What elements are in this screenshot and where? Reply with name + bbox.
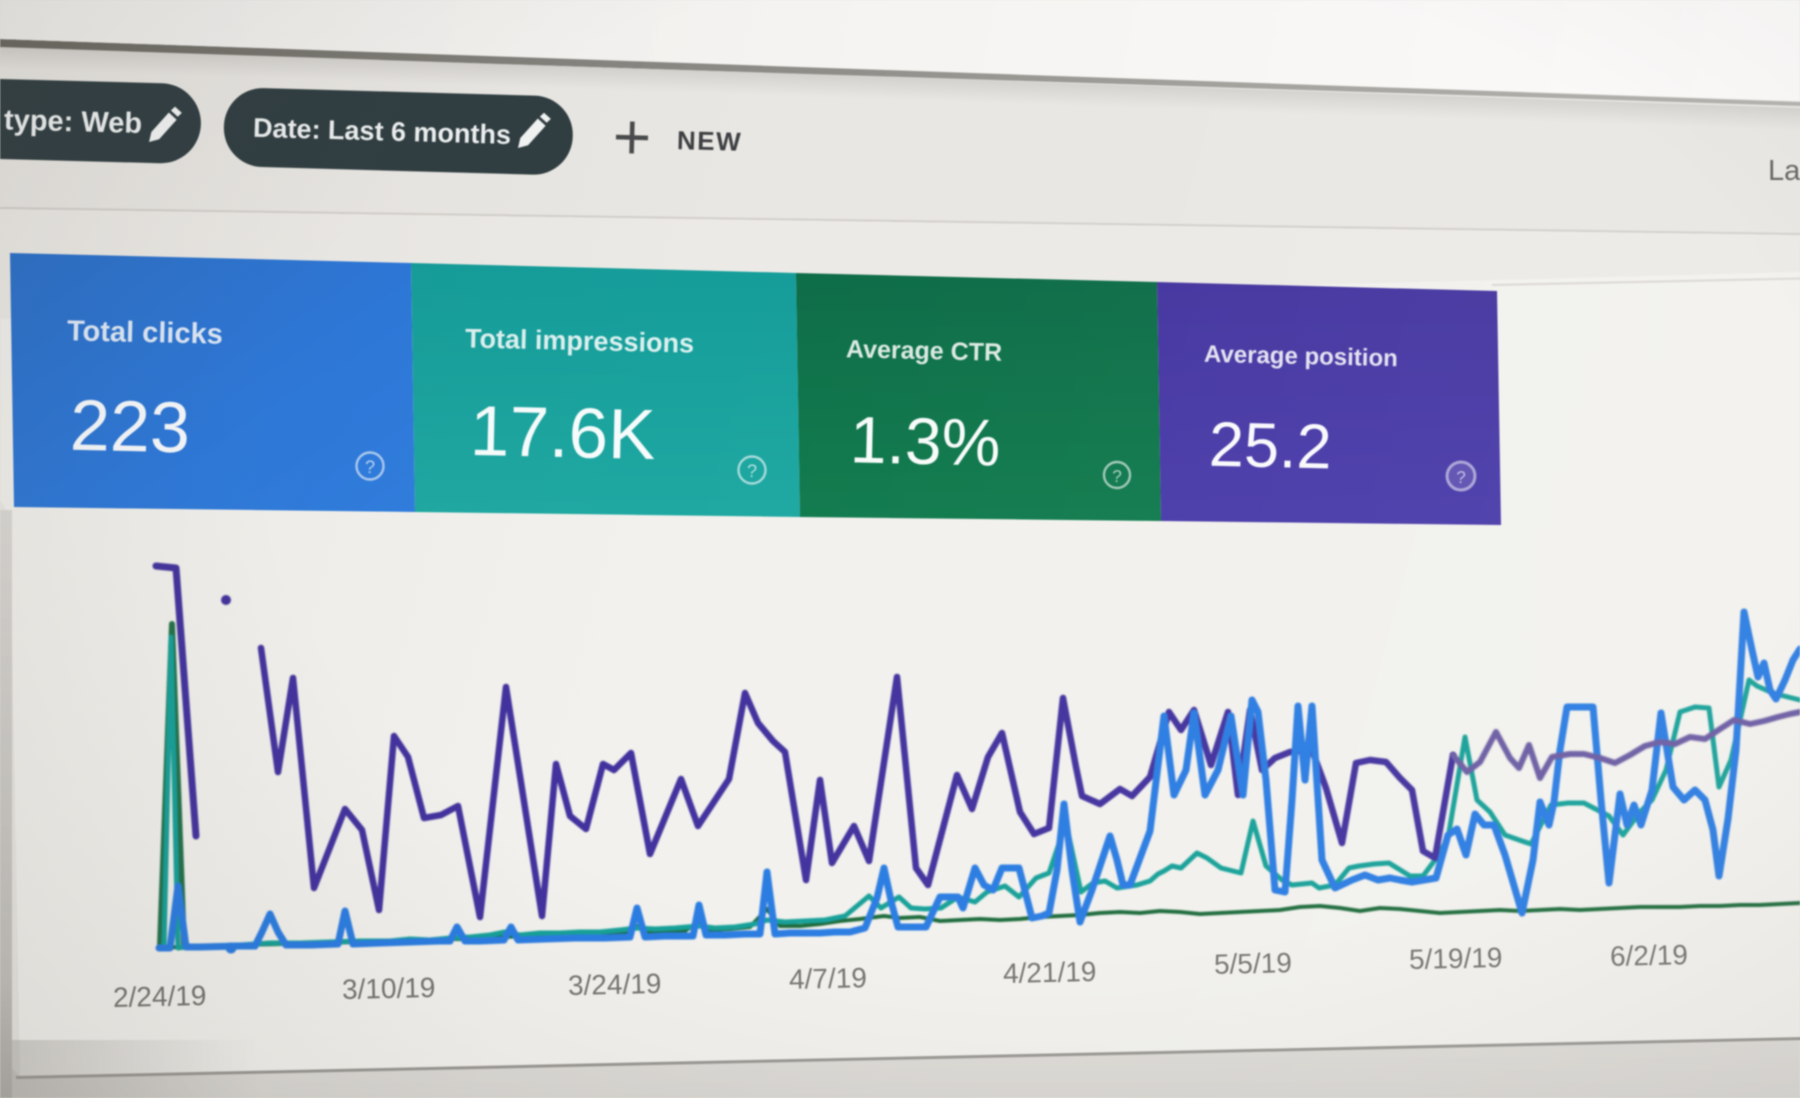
svg-text:?: ? (747, 461, 757, 481)
svg-text:?: ? (1112, 467, 1122, 486)
svg-text:?: ? (1456, 468, 1466, 487)
svg-text:?: ? (365, 457, 375, 477)
